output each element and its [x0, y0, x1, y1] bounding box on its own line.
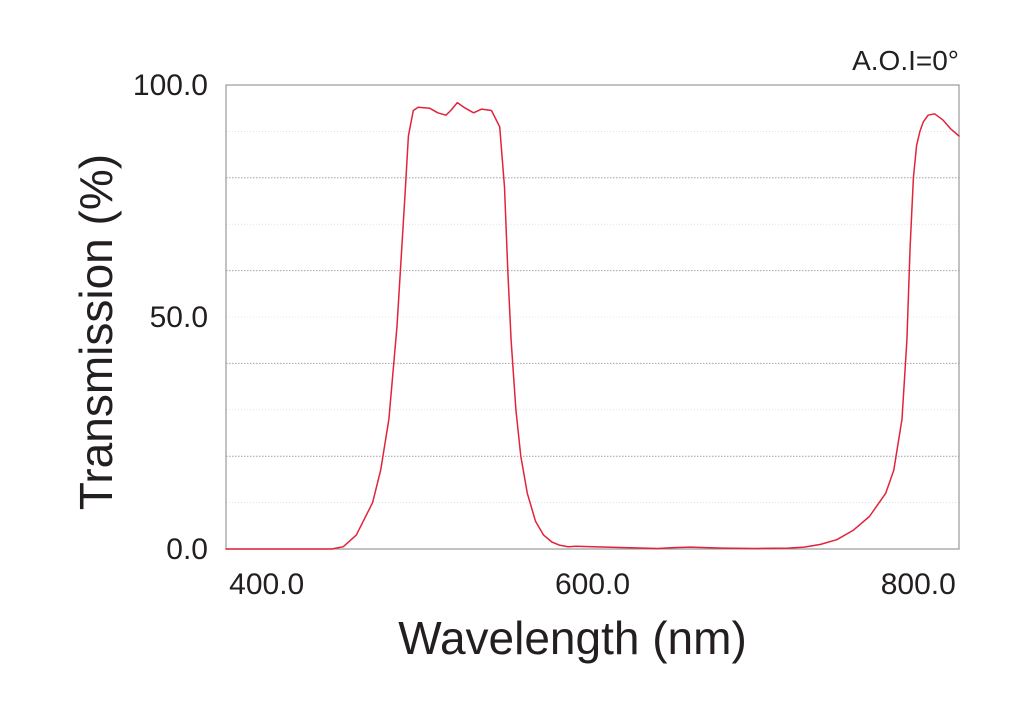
x-tick-label: 800.0 — [881, 568, 956, 601]
y-tick-label: 0.0 — [166, 533, 208, 566]
series-group — [225, 101, 960, 550]
y-axis-label: Transmission (%) — [70, 154, 122, 510]
plot-area-frame — [225, 84, 960, 550]
aoi-annotation: A.O.I=0° — [852, 45, 959, 76]
y-tick-label: 50.0 — [150, 301, 208, 334]
y-tick-labels: 0.0 50.0 100.0 — [133, 69, 208, 566]
x-tick-label: 400.0 — [229, 568, 304, 601]
x-tick-labels: 400.0 600.0 800.0 — [229, 568, 956, 601]
series-line-1 — [225, 101, 960, 550]
grid-lines — [226, 131, 959, 503]
x-tick-label: 600.0 — [555, 568, 630, 601]
x-axis-label: Wavelength (nm) — [398, 612, 747, 664]
y-tick-label: 100.0 — [133, 69, 208, 102]
